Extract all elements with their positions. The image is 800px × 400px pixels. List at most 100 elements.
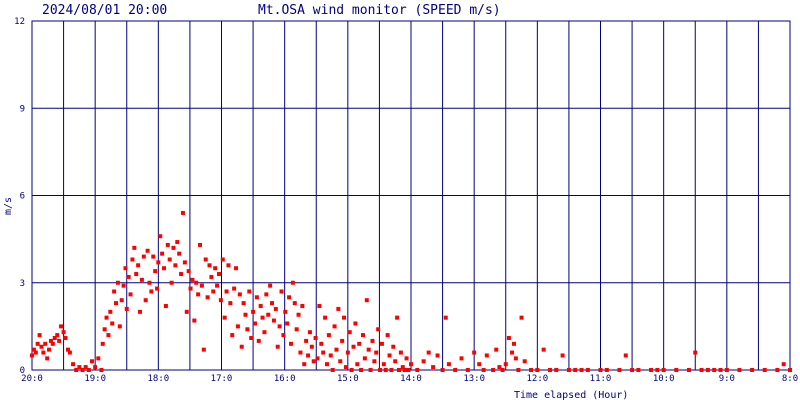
data-point xyxy=(281,333,286,338)
data-point xyxy=(37,333,42,338)
data-point xyxy=(724,368,729,372)
data-point xyxy=(775,368,780,372)
data-point xyxy=(160,251,165,256)
data-point xyxy=(294,327,299,332)
data-point xyxy=(290,280,295,285)
plot-frame xyxy=(31,20,791,371)
data-point xyxy=(484,353,489,358)
data-point xyxy=(503,362,508,367)
data-point xyxy=(230,333,235,338)
data-point xyxy=(400,365,405,370)
data-point xyxy=(389,368,394,372)
data-point xyxy=(516,368,521,372)
data-point xyxy=(296,312,301,317)
x-tick-label: 20:0 xyxy=(21,374,43,384)
data-point xyxy=(426,350,431,355)
data-point xyxy=(41,350,46,355)
data-point xyxy=(207,263,212,268)
x-tick-label: 19:0 xyxy=(84,374,106,384)
data-point xyxy=(402,368,407,372)
data-point xyxy=(737,368,742,372)
timestamp-label: 2024/08/01 20:00 xyxy=(42,3,167,18)
data-point xyxy=(705,368,710,372)
data-point xyxy=(387,353,392,358)
data-point xyxy=(435,353,440,358)
data-point xyxy=(130,257,135,262)
data-point xyxy=(617,368,622,372)
data-point xyxy=(351,344,356,349)
data-point xyxy=(712,368,717,372)
data-point xyxy=(585,368,590,372)
data-point xyxy=(71,362,76,367)
data-point xyxy=(541,347,546,352)
data-point xyxy=(256,338,261,343)
data-point xyxy=(292,301,297,306)
data-point xyxy=(158,234,163,239)
data-point xyxy=(340,338,345,343)
x-tick-label: 10:0 xyxy=(653,374,675,384)
data-point xyxy=(357,341,362,346)
data-point xyxy=(237,292,242,297)
data-point xyxy=(788,368,792,372)
data-point xyxy=(529,368,534,372)
data-point xyxy=(342,315,347,320)
data-point xyxy=(409,362,413,367)
data-point xyxy=(155,286,160,291)
data-point xyxy=(239,344,244,349)
data-point xyxy=(347,330,352,335)
data-point xyxy=(372,359,377,364)
data-point xyxy=(324,362,329,367)
data-point xyxy=(370,338,375,343)
data-point xyxy=(93,365,98,370)
data-point xyxy=(216,272,221,277)
data-point xyxy=(67,350,72,355)
data-point xyxy=(781,362,786,367)
data-point xyxy=(169,280,174,285)
data-point xyxy=(406,368,411,372)
data-point xyxy=(145,248,150,253)
data-point xyxy=(173,263,178,268)
data-point xyxy=(323,315,328,320)
data-point xyxy=(391,344,396,349)
chart-title: Mt.OSA wind monitor (SPEED m/s) xyxy=(258,3,501,18)
data-point xyxy=(266,312,271,317)
data-point xyxy=(443,315,448,320)
data-point xyxy=(149,289,154,294)
data-point xyxy=(313,336,318,341)
data-point xyxy=(249,336,254,341)
data-point xyxy=(277,324,282,329)
data-point xyxy=(226,263,231,268)
data-point xyxy=(209,274,214,279)
data-point xyxy=(196,292,201,297)
data-point xyxy=(415,368,420,372)
data-point xyxy=(378,368,383,372)
x-tick-label: 18:0 xyxy=(147,374,169,384)
data-point xyxy=(440,368,445,372)
data-point xyxy=(481,368,486,372)
data-point xyxy=(393,359,398,364)
data-point xyxy=(134,272,139,277)
data-point xyxy=(421,359,426,364)
x-tick-label: 14:0 xyxy=(400,374,422,384)
data-point xyxy=(686,368,691,372)
data-point xyxy=(128,292,133,297)
data-point xyxy=(163,304,168,309)
data-point xyxy=(511,341,516,346)
data-point xyxy=(203,257,208,262)
data-point xyxy=(453,368,458,372)
data-point xyxy=(368,368,373,372)
data-point xyxy=(171,245,176,250)
data-point xyxy=(379,341,384,346)
data-point xyxy=(220,257,225,262)
data-point xyxy=(63,336,68,341)
data-point xyxy=(306,353,311,358)
data-point xyxy=(61,330,66,335)
data-point xyxy=(398,350,403,355)
data-point xyxy=(336,306,341,311)
data-point xyxy=(317,304,322,309)
data-point xyxy=(321,350,326,355)
data-point xyxy=(500,368,505,372)
data-point xyxy=(156,260,161,265)
data-point xyxy=(30,353,34,358)
